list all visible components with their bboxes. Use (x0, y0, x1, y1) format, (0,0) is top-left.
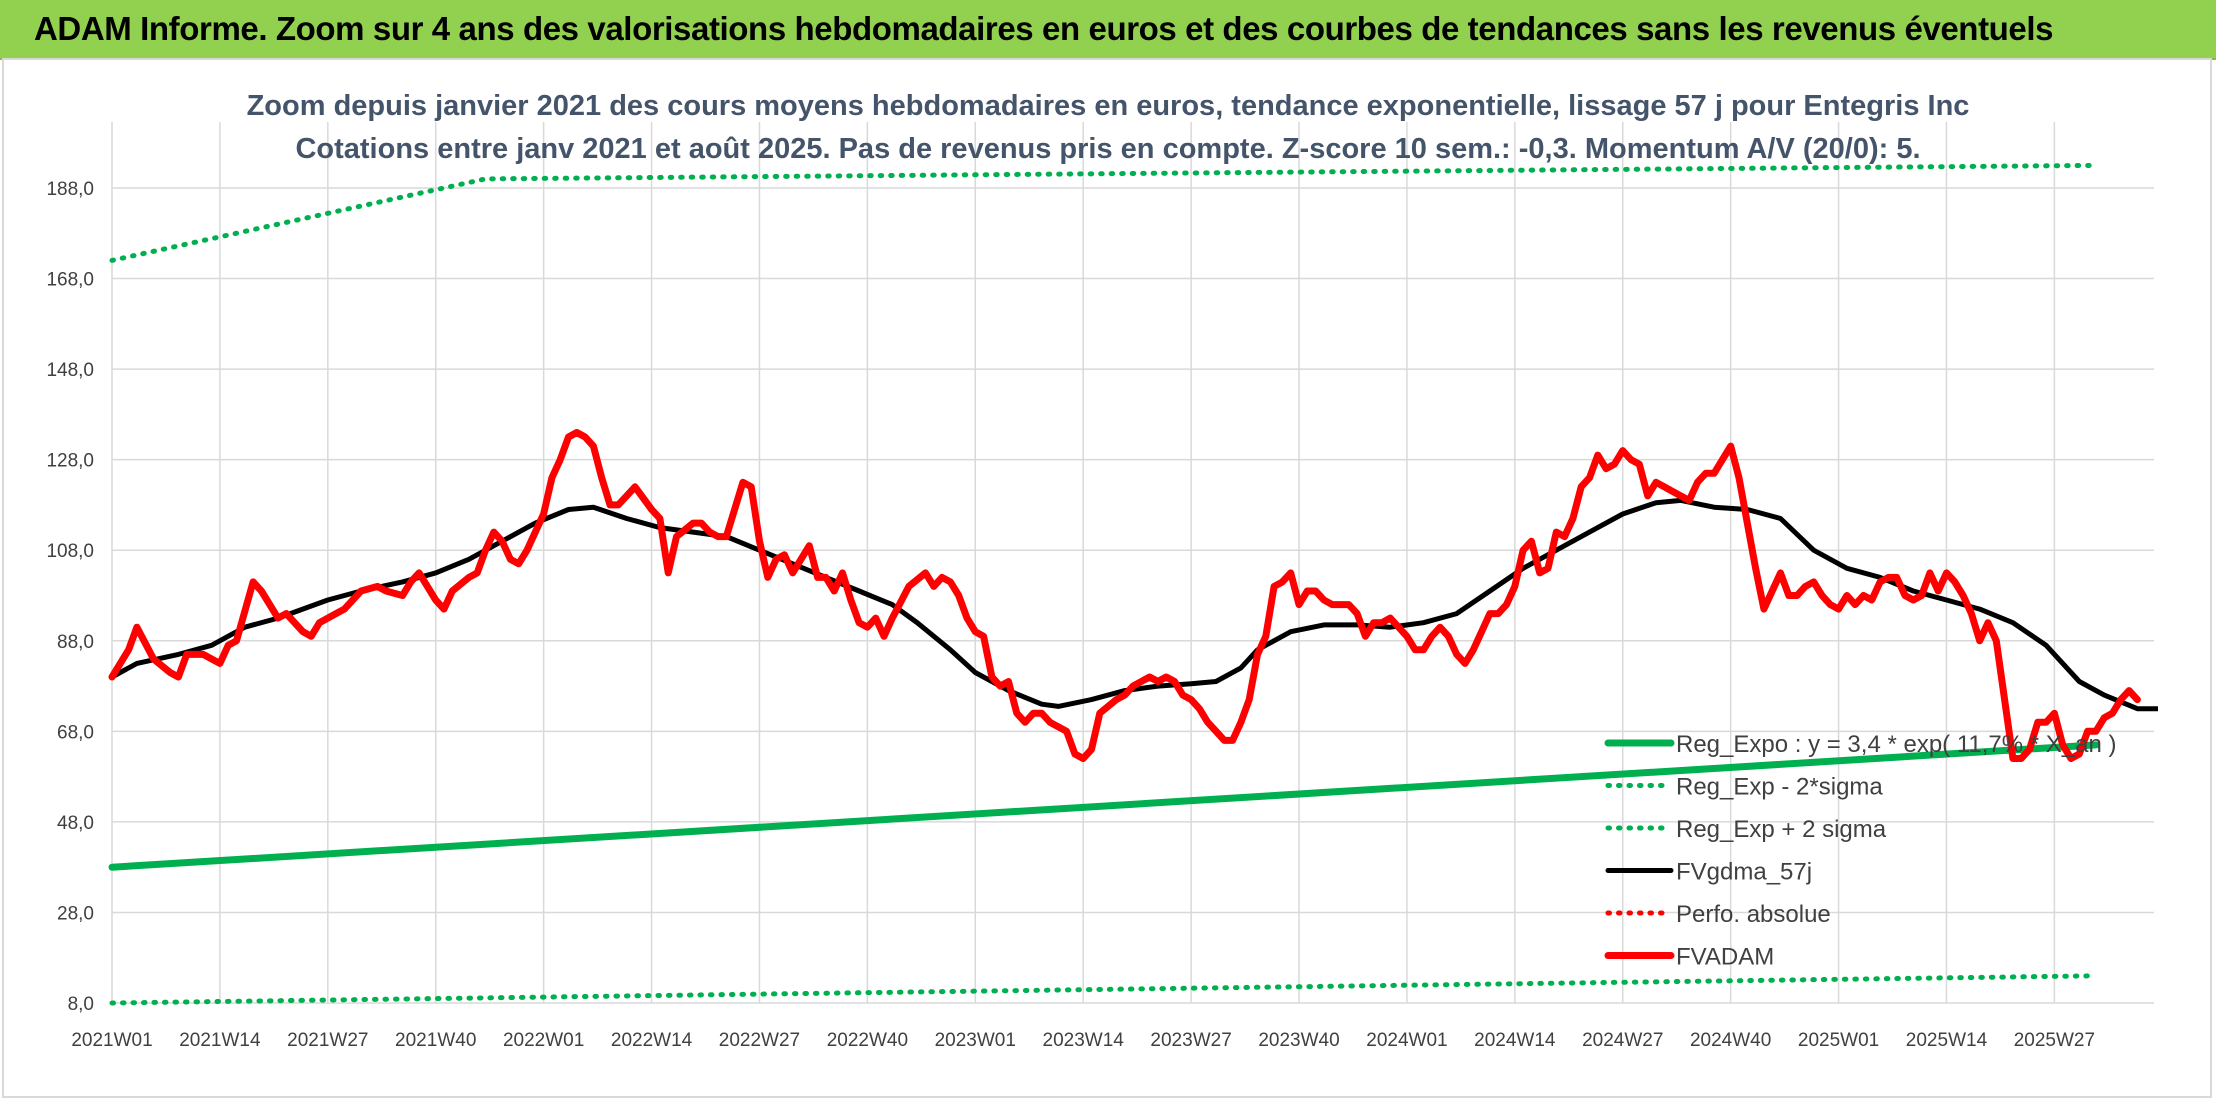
x-tick-label: 2023W40 (1258, 1030, 1339, 1051)
report-title: ADAM Informe. Zoom sur 4 ans des valoris… (34, 10, 2054, 47)
x-tick-label: 2022W01 (503, 1030, 584, 1051)
chart-subtitle-line-2: Cotations entre janv 2021 et août 2025. … (295, 133, 1921, 165)
x-tick-label: 2024W40 (1690, 1030, 1771, 1051)
series-reg-exp-minus-2sigma (109, 973, 2099, 1006)
legend-entry: Perfo. absolue (1676, 901, 1831, 928)
x-tick-label: 2021W01 (71, 1030, 152, 1051)
x-tick-label: 2024W14 (1474, 1030, 1556, 1051)
x-tick-label: 2022W27 (719, 1030, 800, 1051)
y-tick-label: 128,0 (46, 451, 94, 472)
x-tick-label: 2024W01 (1366, 1030, 1447, 1051)
y-tick-label: 88,0 (57, 632, 94, 653)
x-tick-label: 2025W01 (1798, 1030, 1879, 1051)
series-fvadam (108, 429, 2141, 762)
chart-frame (2, 58, 2212, 1098)
x-tick-label: 2023W14 (1043, 1030, 1125, 1051)
y-tick-label: 48,0 (57, 813, 94, 834)
y-tick-label: 8,0 (68, 994, 94, 1015)
x-tick-label: 2023W01 (935, 1030, 1016, 1051)
chart-subtitle-line-1: Zoom depuis janvier 2021 des cours moyen… (246, 90, 1970, 122)
x-tick-label: 2025W27 (2014, 1030, 2095, 1051)
y-tick-label: 108,0 (46, 541, 94, 562)
y-tick-label: 188,0 (46, 179, 94, 200)
legend-entry: FVADAM (1676, 944, 1774, 971)
x-tick-label: 2022W40 (827, 1030, 908, 1051)
x-tick-label: 2021W40 (395, 1030, 476, 1051)
x-tick-label: 2023W27 (1150, 1030, 1231, 1051)
y-tick-label: 148,0 (46, 360, 94, 381)
x-tick-label: 2022W14 (611, 1030, 693, 1051)
y-tick-label: 68,0 (57, 722, 94, 743)
series-reg-exp-plus-2sigma (109, 162, 2099, 263)
legend-entry: Reg_Expo : y = 3,4 * exp( 11,7% * X_an ) (1676, 731, 2116, 758)
y-tick-label: 28,0 (57, 903, 94, 924)
legend-entry: Reg_Exp + 2 sigma (1676, 816, 1887, 843)
x-tick-label: 2021W14 (179, 1030, 261, 1051)
x-tick-label: 2021W27 (287, 1030, 368, 1051)
legend-entry: FVgdma_57j (1676, 859, 1812, 886)
legend-entry: Reg_Exp - 2*sigma (1676, 774, 1883, 801)
x-tick-label: 2025W14 (1906, 1030, 1988, 1051)
x-tick-label: 2024W27 (1582, 1030, 1663, 1051)
title-banner: ADAM Informe. Zoom sur 4 ans des valoris… (0, 0, 2216, 60)
series-reg-expo (108, 741, 2100, 871)
y-tick-label: 168,0 (46, 270, 94, 291)
